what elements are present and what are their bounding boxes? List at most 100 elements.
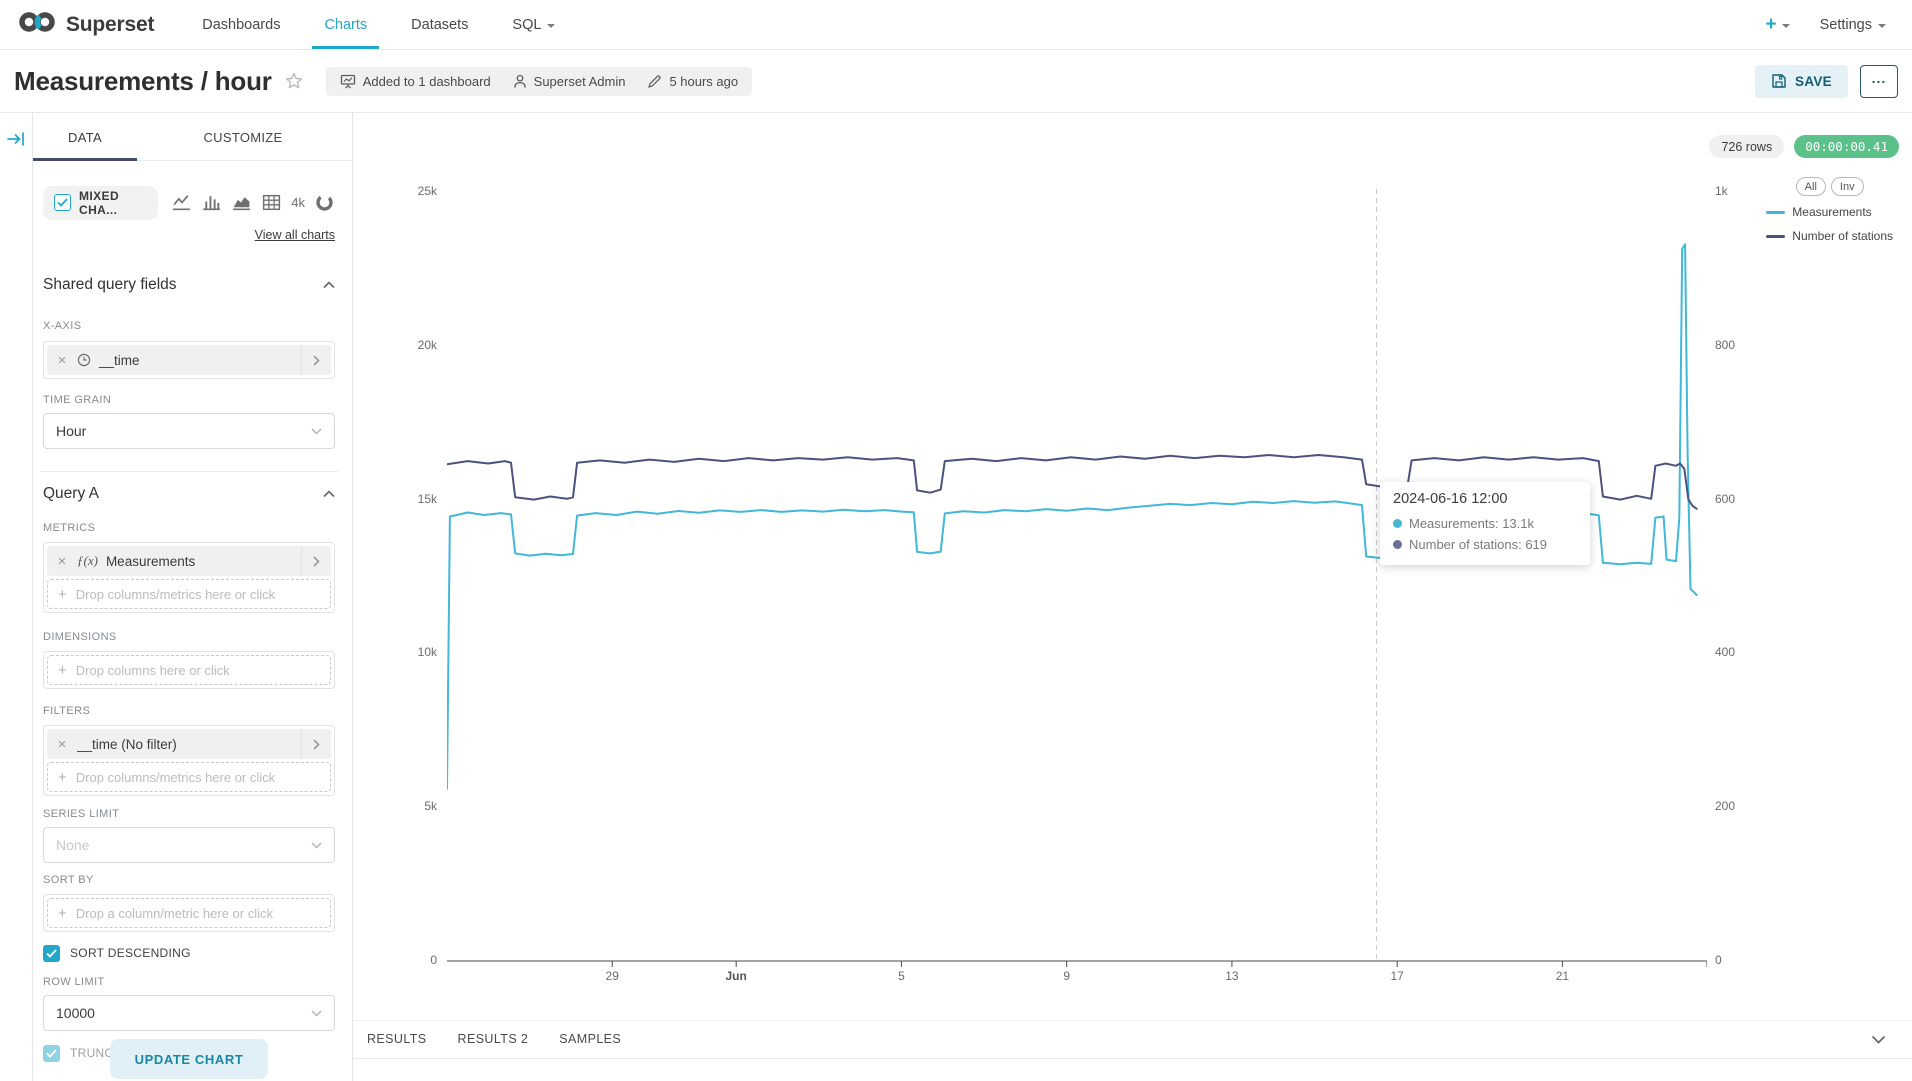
tab-customize[interactable]: CUSTOMIZE — [203, 129, 283, 145]
chevron-down-icon — [1878, 23, 1886, 28]
chart-canvas[interactable] — [447, 185, 1707, 975]
chart-header: Measurements / hour Added to 1 dashboard — [0, 50, 1912, 113]
y-axis-left-label: 15k — [417, 491, 437, 506]
x-axis-chip[interactable]: × __time — [47, 345, 331, 375]
y-axis-left-label: 10k — [417, 645, 437, 660]
series-limit-label: SERIES LIMIT — [43, 808, 120, 820]
sort-descending-checkbox[interactable]: SORT DESCENDING — [43, 944, 335, 962]
viz-type-line-chart-icon[interactable] — [171, 192, 192, 213]
x-axis-label: 5 — [898, 969, 905, 983]
user-icon — [513, 74, 526, 88]
tooltip-value: Measurements: 13.1k — [1409, 516, 1535, 531]
x-axis-label: 13 — [1225, 969, 1239, 983]
tooltip-rows: Measurements: 13.1k Number of stations: 6… — [1393, 513, 1577, 555]
viz-type-table-icon[interactable] — [261, 192, 282, 213]
nav-item-dashboards[interactable]: Dashboards — [202, 16, 281, 33]
tooltip-row: Measurements: 13.1k — [1393, 513, 1577, 534]
legend-all-button[interactable]: All — [1795, 177, 1826, 196]
legend-item[interactable]: Number of stations — [1766, 224, 1893, 248]
page-title: Measurements / hour — [14, 65, 272, 96]
results-tab-results[interactable]: RESULTS — [367, 1032, 427, 1046]
update-chart-button[interactable]: UPDATE CHART — [110, 1039, 268, 1079]
chevron-up-icon — [323, 490, 335, 498]
expand-results-chevron-icon[interactable] — [1871, 1031, 1886, 1049]
chevron-up-icon — [323, 281, 335, 289]
new-item-button[interactable]: + — [1765, 15, 1790, 34]
top-navbar: Superset Dashboards Charts Datasets SQL … — [0, 0, 1912, 50]
plus-icon: + — [58, 904, 67, 922]
remove-icon[interactable]: × — [57, 552, 67, 570]
viz-type-donut-chart-icon[interactable] — [314, 192, 335, 213]
panel-collapse-gutter — [0, 113, 33, 1081]
series-limit-select[interactable]: None — [43, 827, 335, 863]
nav-menu: Dashboards Charts Datasets SQL — [180, 0, 577, 49]
dashboards-added[interactable]: Added to 1 dashboard — [340, 74, 491, 89]
viz-type-bar-chart-icon[interactable] — [201, 192, 222, 213]
expand-panel-icon[interactable] — [7, 131, 26, 152]
save-button[interactable]: SAVE — [1755, 64, 1848, 98]
legend-label: Measurements — [1792, 205, 1872, 219]
checkbox-checked-icon — [43, 1044, 60, 1062]
superset-logo[interactable]: Superset — [0, 10, 180, 39]
time-grain-select[interactable]: Hour — [43, 413, 335, 449]
row-count-badge: 726 rows — [1709, 135, 1785, 158]
chevron-down-icon — [311, 1009, 322, 1017]
chevron-right-icon[interactable] — [301, 546, 331, 576]
filter-chip[interactable]: × __time (No filter) — [47, 729, 331, 759]
filters-control: × __time (No filter) + Drop columns/metri… — [43, 725, 335, 796]
chevron-right-icon[interactable] — [301, 345, 331, 375]
metric-chip[interactable]: × ƒ(x) Measurements — [47, 546, 331, 576]
tab-data[interactable]: DATA — [68, 129, 102, 145]
chevron-right-icon[interactable] — [301, 729, 331, 759]
x-axis-label: 21 — [1555, 969, 1570, 983]
save-disk-icon — [1772, 74, 1786, 88]
legend-buttons: All Inv — [1795, 177, 1864, 196]
view-all-charts: View all charts — [43, 228, 335, 245]
row-limit-label: ROW LIMIT — [43, 976, 105, 988]
filters-drop-zone[interactable]: + Drop columns/metrics here or click — [47, 762, 331, 792]
last-modified[interactable]: 5 hours ago — [647, 74, 738, 89]
results-tab-samples[interactable]: SAMPLES — [559, 1032, 622, 1046]
legend-items: Measurements Number of stations — [1766, 200, 1893, 248]
sort-by-drop-zone[interactable]: + Drop a column/metric here or click — [47, 898, 331, 928]
plus-icon: + — [58, 768, 67, 786]
legend-item[interactable]: Measurements — [1766, 200, 1893, 224]
remove-icon[interactable]: × — [57, 351, 67, 369]
section-shared-query-fields[interactable]: Shared query fields — [43, 275, 335, 295]
legend-inv-button[interactable]: Inv — [1830, 177, 1864, 196]
settings-menu[interactable]: Settings — [1820, 17, 1886, 33]
tooltip-value: Number of stations: 619 — [1409, 537, 1548, 552]
nav-item-datasets[interactable]: Datasets — [411, 16, 469, 33]
chevron-down-icon — [547, 23, 556, 28]
viz-type-4k[interactable]: 4k — [291, 195, 305, 210]
series-dot-icon — [1393, 519, 1402, 528]
viz-type-selected-chip[interactable]: MIXED CHA... — [43, 185, 159, 220]
y-axis-right-label: 0 — [1715, 953, 1722, 967]
viz-type-label: MIXED CHA... — [79, 188, 120, 217]
view-all-charts-link[interactable]: View all charts — [254, 228, 335, 242]
plus-icon: + — [58, 585, 67, 603]
function-icon: ƒ(x) — [77, 553, 98, 568]
nav-item-charts[interactable]: Charts — [302, 0, 389, 49]
nav-item-sql[interactable]: SQL — [490, 0, 577, 49]
results-tab-results-2[interactable]: RESULTS 2 — [457, 1032, 529, 1046]
y-axis-right-label: 200 — [1715, 799, 1736, 814]
series-line-number-of-stations — [447, 454, 1698, 510]
metrics-drop-zone[interactable]: + Drop columns/metrics here or click — [47, 579, 331, 609]
dimensions-drop-zone[interactable]: + Drop columns here or click — [47, 655, 331, 685]
viz-type-area-chart-icon[interactable] — [231, 192, 252, 213]
chart-tooltip: 2024-06-16 12:00 Measurements: 13.1k Numb… — [1380, 482, 1590, 565]
y-axis-right-label: 400 — [1715, 645, 1736, 660]
remove-icon[interactable]: × — [57, 735, 67, 753]
x-axis-label: 29 — [605, 969, 619, 983]
more-options-button[interactable]: ... — [1860, 64, 1898, 98]
viz-type-shortcuts: 4k — [171, 192, 335, 213]
row-limit-select[interactable]: 10000 — [43, 995, 335, 1031]
section-query-a[interactable]: Query A — [43, 484, 335, 504]
favorite-star-icon[interactable] — [284, 71, 304, 91]
chart-metadata-bar: Added to 1 dashboard Superset Admin 5 ho… — [325, 66, 753, 96]
chart-owner[interactable]: Superset Admin — [513, 74, 625, 89]
y-axis-left-label: 25k — [417, 184, 437, 198]
series-dot-icon — [1393, 540, 1402, 549]
